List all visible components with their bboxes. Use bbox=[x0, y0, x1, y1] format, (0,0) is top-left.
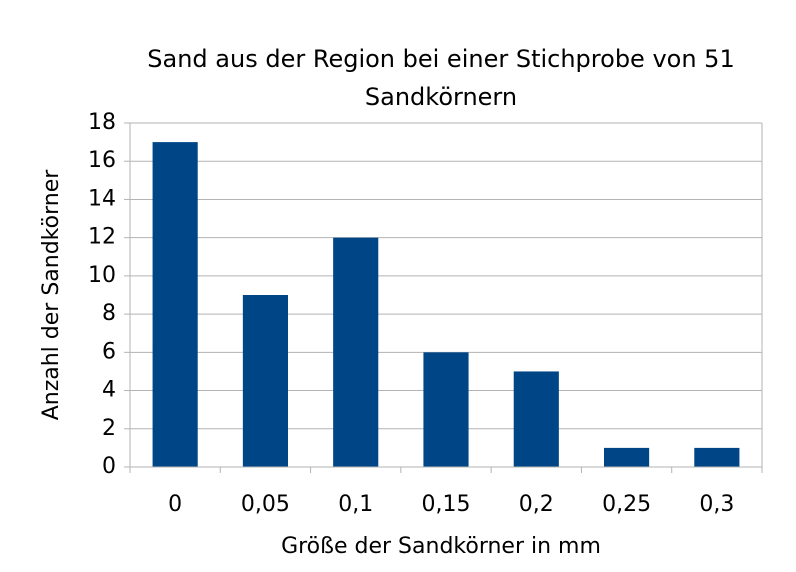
x-tick-label: 0,15 bbox=[422, 492, 471, 517]
y-tick-label: 2 bbox=[102, 416, 116, 441]
bar bbox=[242, 295, 288, 467]
x-tick-label: 0,3 bbox=[699, 492, 734, 517]
y-tick-label: 18 bbox=[88, 110, 116, 135]
bar bbox=[513, 371, 559, 467]
x-axis-label: Größe der Sandkörner in mm bbox=[281, 534, 601, 559]
x-tick-label: 0 bbox=[168, 492, 182, 517]
y-tick-label: 4 bbox=[102, 378, 116, 403]
y-tick-label: 6 bbox=[102, 339, 116, 364]
bar bbox=[694, 447, 740, 467]
y-tick-label: 10 bbox=[88, 263, 116, 288]
y-tick-label: 16 bbox=[88, 148, 116, 173]
x-tick-label: 0,1 bbox=[338, 492, 373, 517]
bar bbox=[604, 447, 650, 467]
y-tick-label: 14 bbox=[88, 186, 116, 211]
x-tick-label: 0,25 bbox=[602, 492, 651, 517]
y-tick-label: 8 bbox=[102, 301, 116, 326]
x-tick-label: 0,2 bbox=[519, 492, 554, 517]
y-tick-label: 12 bbox=[88, 225, 116, 250]
bar bbox=[423, 352, 469, 467]
y-tick-label: 0 bbox=[102, 454, 116, 479]
chart-title: Sand aus der Region bei einer Stichprobe… bbox=[147, 45, 735, 111]
bar bbox=[152, 142, 198, 467]
y-axis-label: Anzahl der Sandkörner bbox=[39, 169, 64, 421]
x-tick-label: 0,05 bbox=[241, 492, 290, 517]
bar bbox=[333, 237, 379, 467]
